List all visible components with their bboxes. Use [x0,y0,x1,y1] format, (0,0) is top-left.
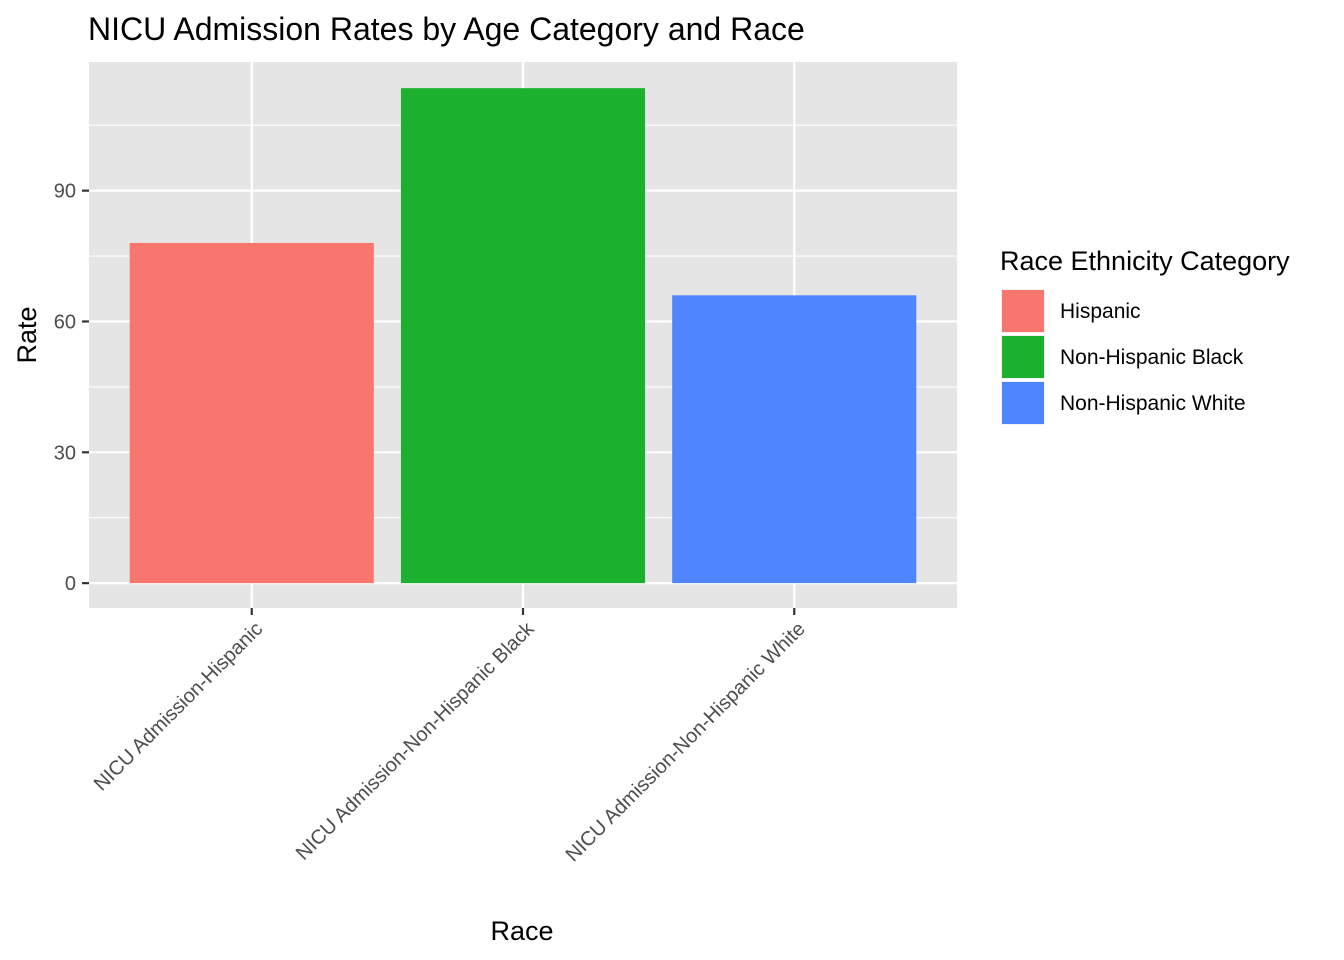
bar [400,88,646,584]
x-tick-label: NICU Admission-Non-Hispanic White [562,618,810,866]
legend-title: Race Ethnicity Category [1000,246,1290,276]
legend: Race Ethnicity Category Hispanic Non-Hisp… [1000,246,1290,425]
x-axis-title: Race [490,916,553,946]
chart-title: NICU Admission Rates by Age Category and… [88,11,805,47]
legend-label: Non-Hispanic Black [1060,346,1244,369]
bar [672,295,917,584]
y-axis: 0 30 60 90 [54,181,89,595]
legend-swatch [1002,382,1044,424]
legend-swatch [1002,290,1044,332]
y-tick-label: 30 [54,442,76,464]
y-axis-title: Rate [12,306,42,363]
legend-label: Hispanic [1060,300,1141,323]
legend-label: Non-Hispanic White [1060,392,1246,415]
legend-items: Hispanic Non-Hispanic Black Non-Hispanic W… [1001,289,1246,425]
legend-swatch [1002,336,1044,378]
y-tick-label: 0 [65,573,76,595]
y-tick-label: 90 [54,181,76,203]
bar [129,242,374,584]
x-tick-label: NICU Admission-Non-Hispanic Black [292,617,539,864]
bars [129,88,917,584]
x-tick-label: NICU Admission-Hispanic [90,618,267,795]
x-axis: NICU Admission-Hispanic NICU Admission-No… [90,608,810,866]
y-tick-label: 60 [54,311,76,333]
